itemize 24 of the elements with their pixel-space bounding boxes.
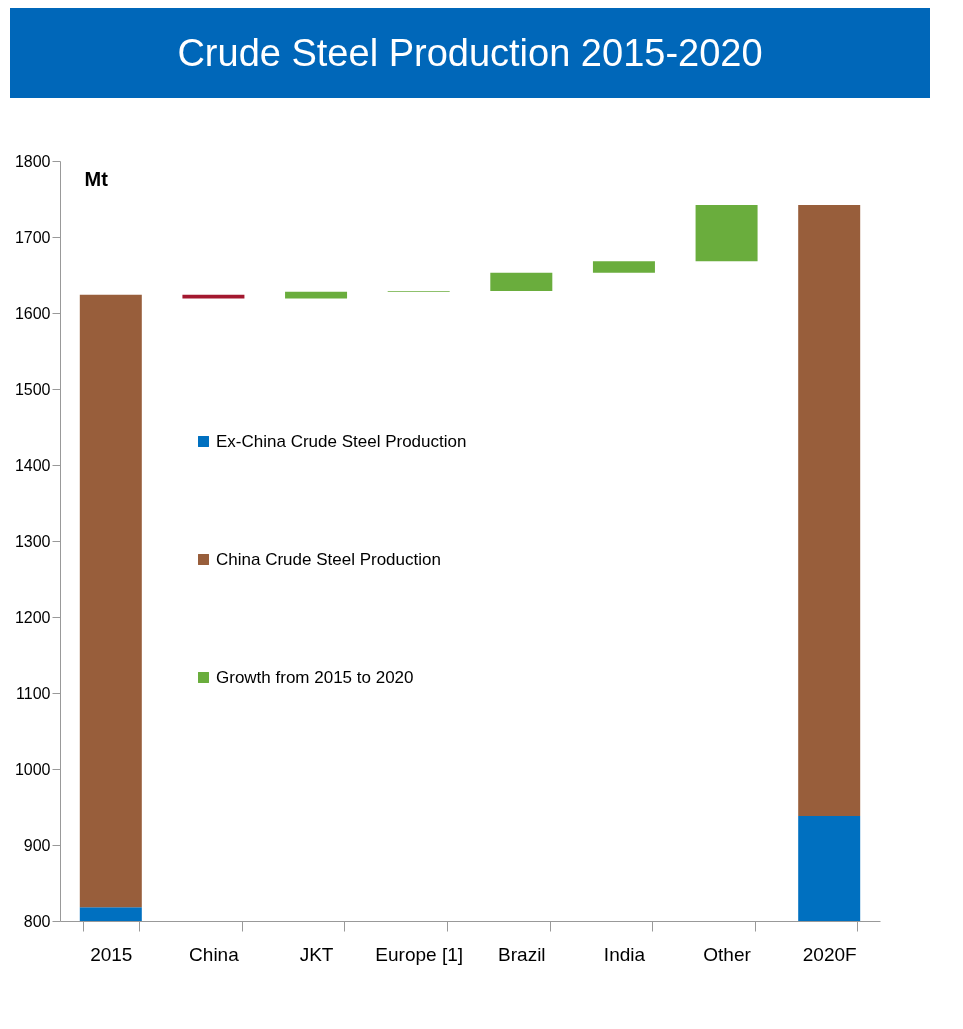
- y-tick-label: 800: [23, 912, 51, 930]
- y-tick-label: 900: [23, 836, 51, 854]
- legend-label: Growth from 2015 to 2020: [216, 667, 414, 687]
- y-axis-title: Mt: [84, 167, 109, 190]
- chart-title: Crude Steel Production 2015-2020: [177, 32, 763, 74]
- y-tick-label: 1400: [14, 456, 51, 474]
- x-tick-label: Other: [703, 943, 752, 965]
- x-tick-label: India: [603, 943, 646, 965]
- x-tick-label: 2015: [90, 943, 133, 965]
- y-tick-label: 1500: [14, 380, 51, 398]
- y-tick-label: 1800: [14, 152, 51, 170]
- y-tick-label: 1600: [14, 304, 51, 322]
- y-tick-label: 1100: [16, 684, 51, 702]
- x-tick-label: Brazil: [498, 943, 546, 965]
- x-tick-label: China: [189, 943, 240, 965]
- legend-label: Ex-China Crude Steel Production: [216, 431, 467, 451]
- y-tick-label: 1000: [14, 760, 51, 778]
- y-tick-label: 1700: [14, 228, 51, 246]
- legend-label: China Crude Steel Production: [216, 549, 441, 569]
- y-tick-label: 1200: [14, 608, 51, 626]
- x-tick-label: Europe [1]: [375, 943, 464, 965]
- x-tick-label: JKT: [299, 943, 334, 965]
- x-tick-label: 2020F: [802, 943, 857, 965]
- y-tick-label: 1300: [14, 532, 51, 550]
